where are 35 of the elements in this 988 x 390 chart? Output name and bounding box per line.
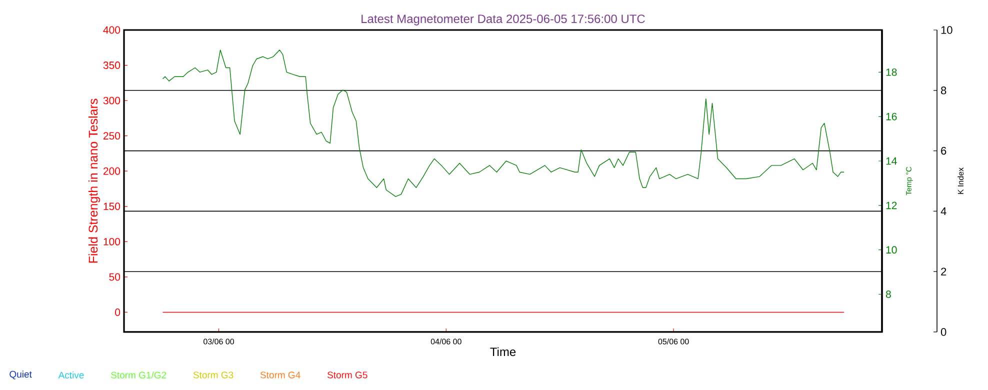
legend-label: Quiet (10, 370, 32, 380)
y2-tick-label: 8 (886, 290, 891, 298)
y2-tick-label: 12 (886, 202, 897, 210)
y-tick-label: 100 (104, 238, 120, 246)
x-tick-label: 04/06 00 (430, 338, 462, 344)
legend-label: Storm G4 (260, 372, 300, 378)
y2-tick-label: 16 (886, 112, 897, 120)
y-tick-label: 150 (104, 202, 120, 210)
x-tick-label: 03/06 00 (204, 338, 234, 344)
line-series (162, 50, 844, 197)
y3-axis-title: K Index (958, 168, 964, 194)
y3-tick-label: 10 (941, 26, 952, 34)
y3-tick-label: 6 (941, 146, 946, 155)
y-tick-label: 300 (103, 96, 120, 104)
y3-tick-label: 4 (940, 207, 946, 215)
legend-label: Storm G5 (327, 372, 368, 378)
y3-tick-label: 2 (941, 268, 946, 276)
x-tick-label: 05/06 00 (658, 338, 689, 344)
y-tick-label: 350 (103, 62, 120, 69)
y-tick-label: 0 (115, 308, 120, 316)
y2-tick-label: 18 (886, 68, 897, 76)
y-axis-title: Field Strength in nano Teslars (88, 98, 100, 263)
x-axis-title: Time (490, 347, 516, 356)
legend-label: Storm G3 (193, 372, 234, 378)
y-tick-label: 50 (109, 273, 120, 281)
y-tick-label: 200 (103, 167, 120, 175)
y3-tick-label: 0 (940, 328, 946, 336)
chart-title: Latest Magnetometer Data 2025-06-05 17:56:00 UTC (362, 14, 645, 26)
legend-label: Storm G1/G2 (111, 371, 166, 378)
y2-tick-label: 10 (886, 246, 897, 254)
y2-tick-label: 14 (886, 157, 897, 165)
y-tick-label: 400 (103, 26, 120, 34)
y3-tick-label: 8 (941, 86, 946, 94)
legend-label: Active (58, 371, 84, 378)
y-tick-label: 250 (103, 132, 120, 140)
